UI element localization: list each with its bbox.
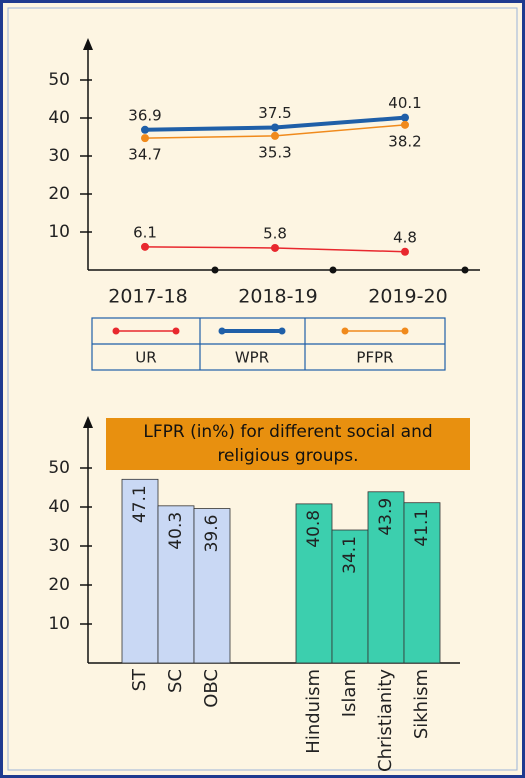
bar (157, 505, 195, 664)
x-tick-label: Christianity (375, 669, 396, 772)
x-tick-label: OBC (201, 669, 222, 708)
x-tick-label: Sikhism (411, 669, 432, 739)
bar (367, 491, 405, 664)
data-label: 40.1 (388, 94, 421, 112)
point (401, 247, 409, 256)
y-tick-label: 30 (48, 536, 70, 556)
data-label: 34.7 (128, 146, 161, 164)
x-tick-label: SC (165, 669, 186, 693)
point (401, 120, 409, 129)
data-label: 35.3 (258, 143, 291, 161)
y-tick-label: 40 (48, 497, 70, 517)
inner-frame (7, 7, 518, 771)
legend-dot (401, 327, 409, 335)
legend-label: UR (135, 349, 156, 367)
point (271, 123, 279, 132)
point (401, 113, 409, 122)
data-label: 47.1 (130, 485, 150, 523)
x-tick-label: 2017-18 (108, 286, 187, 308)
x-tick-label: ST (129, 668, 150, 691)
data-label: 41.1 (412, 509, 432, 547)
x-tick-label: 2019-20 (368, 286, 447, 308)
data-label: 5.8 (263, 224, 287, 242)
data-label: 6.1 (133, 223, 157, 241)
bar (403, 502, 441, 664)
y-tick-label: 50 (48, 70, 70, 90)
legend-dot (172, 327, 180, 335)
bar (331, 529, 369, 664)
x-tick-label: Islam (339, 669, 360, 717)
x-tick-label: 2018-19 (238, 286, 317, 308)
y-tick-label: 20 (48, 575, 70, 595)
point (141, 242, 149, 251)
legend-label: PFPR (356, 349, 393, 367)
y-tick-label: 10 (48, 222, 70, 242)
legend-dot (218, 327, 226, 335)
axis-dot (461, 266, 469, 274)
data-label: 37.5 (258, 104, 291, 122)
data-label: 40.8 (304, 510, 324, 548)
data-label: 39.6 (202, 515, 222, 553)
point (141, 134, 149, 143)
data-label: 34.1 (340, 536, 360, 574)
bar (193, 508, 231, 664)
y-tick-label: 10 (48, 614, 70, 634)
data-label: 40.3 (166, 512, 186, 550)
axis-dot (211, 266, 219, 274)
legend-dot (341, 327, 349, 335)
data-label: 38.2 (388, 132, 421, 150)
x-tick-label: Hinduism (303, 669, 324, 754)
y-tick-label: 30 (48, 146, 70, 166)
point (141, 125, 149, 134)
y-tick-label: 50 (48, 458, 70, 478)
point (271, 243, 279, 252)
y-tick-label: 40 (48, 108, 70, 128)
bar (121, 478, 159, 664)
axis-dot (329, 266, 337, 274)
legend-dot (278, 327, 286, 335)
bar (295, 503, 333, 664)
legend-label: WPR (235, 349, 269, 367)
chart-title: LFPR (in%) for different social and reli… (106, 418, 470, 470)
data-label: 4.8 (393, 228, 417, 246)
y-tick-label: 20 (48, 184, 70, 204)
point (271, 131, 279, 140)
data-label: 43.9 (376, 498, 396, 536)
data-label: 36.9 (128, 106, 161, 124)
legend-dot (112, 327, 120, 335)
